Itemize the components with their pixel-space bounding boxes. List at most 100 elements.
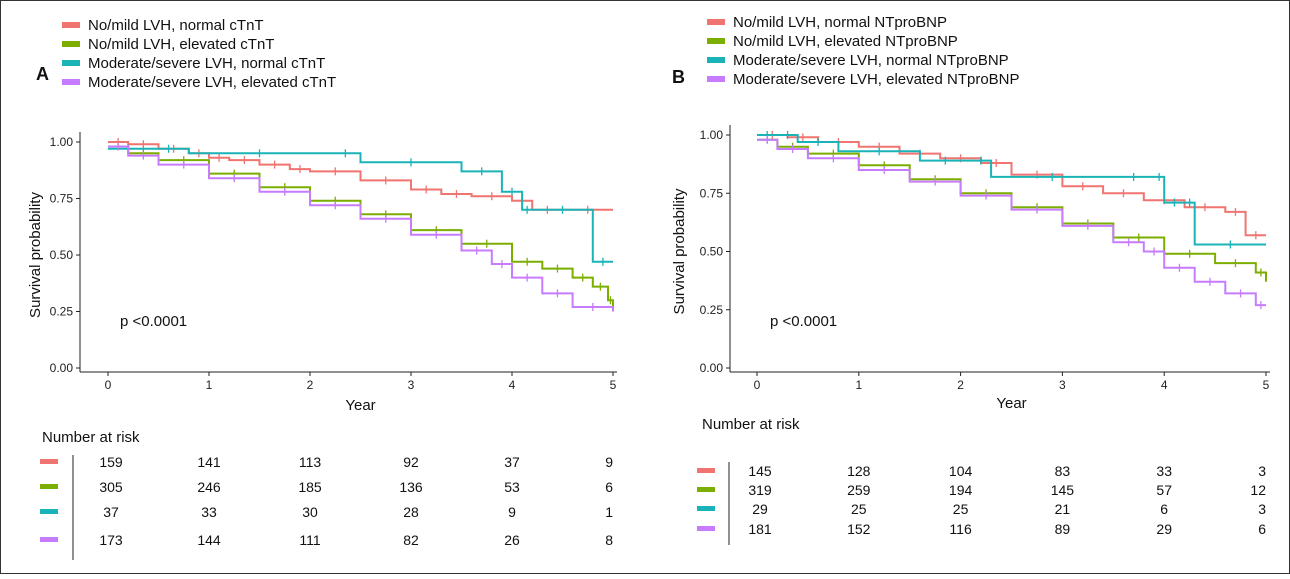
- risk-count: 6: [1160, 501, 1168, 517]
- risk-count: 141: [197, 454, 221, 470]
- y-axis-title: Survival probability: [27, 192, 44, 318]
- risk-count: 159: [99, 454, 123, 470]
- y-tick-label: 0.00: [700, 361, 724, 375]
- risk-count: 6: [605, 479, 613, 495]
- legend-label: No/mild LVH, elevated cTnT: [88, 36, 274, 53]
- legend-swatch: [62, 22, 80, 28]
- legend-label: Moderate/severe LVH, normal NTproBNP: [733, 52, 1009, 69]
- legend-swatch: [707, 76, 725, 82]
- legend-label: No/mild LVH, normal NTproBNP: [733, 14, 947, 31]
- risk-count: 53: [504, 479, 520, 495]
- risk-count: 33: [201, 504, 217, 520]
- risk-count: 8: [605, 532, 613, 548]
- legend-swatch: [62, 60, 80, 66]
- risk-count: 33: [1156, 463, 1172, 479]
- risk-count: 6: [1258, 521, 1266, 537]
- risk-count: 3: [1258, 501, 1266, 517]
- survival-curve: [108, 145, 614, 312]
- x-tick-label: 0: [754, 378, 761, 392]
- risk-count: 181: [748, 521, 772, 537]
- risk-count: 152: [847, 521, 871, 537]
- legend-swatch: [62, 79, 80, 85]
- risk-count: 30: [302, 504, 318, 520]
- risk-count: 305: [99, 479, 123, 495]
- risk-count: 144: [197, 532, 221, 548]
- risk-count: 57: [1156, 482, 1172, 498]
- x-tick-label: 1: [206, 378, 213, 392]
- risk-count: 25: [953, 501, 969, 517]
- survival-curve: [108, 147, 613, 263]
- x-tick-label: 2: [307, 378, 314, 392]
- risk-row-swatch: [697, 506, 715, 511]
- y-tick-label: 0.25: [50, 305, 74, 319]
- risk-row-swatch: [40, 484, 58, 489]
- risk-count: 319: [748, 482, 772, 498]
- x-tick-label: 3: [408, 378, 415, 392]
- risk-count: 246: [197, 479, 221, 495]
- risk-count: 26: [504, 532, 520, 548]
- risk-count: 145: [1051, 482, 1075, 498]
- y-tick-label: 1.00: [50, 135, 74, 149]
- x-axis-title: Year: [345, 397, 375, 414]
- risk-row-swatch: [697, 526, 715, 531]
- risk-count: 128: [847, 463, 871, 479]
- risk-count: 104: [949, 463, 973, 479]
- panel-label: B: [672, 67, 685, 87]
- risk-count: 185: [298, 479, 322, 495]
- y-axis-title: Survival probability: [671, 188, 688, 314]
- risk-count: 9: [605, 454, 613, 470]
- p-value-annotation: p <0.0001: [770, 313, 837, 330]
- x-tick-label: 4: [509, 378, 516, 392]
- risk-count: 25: [851, 501, 867, 517]
- risk-count: 173: [99, 532, 123, 548]
- y-tick-label: 0.50: [700, 245, 724, 259]
- risk-row-swatch: [697, 468, 715, 473]
- x-tick-label: 4: [1161, 378, 1168, 392]
- x-tick-label: 0: [105, 378, 112, 392]
- y-tick-label: 0.75: [700, 186, 724, 200]
- x-tick-label: 3: [1059, 378, 1066, 392]
- legend-swatch: [707, 57, 725, 63]
- y-tick-label: 0.00: [50, 361, 74, 375]
- x-axis-title: Year: [996, 395, 1026, 412]
- legend-label: Moderate/severe LVH, normal cTnT: [88, 55, 325, 72]
- risk-count: 28: [403, 504, 419, 520]
- risk-count: 113: [299, 454, 322, 470]
- y-tick-label: 0.25: [700, 303, 724, 317]
- risk-count: 37: [504, 454, 520, 470]
- risk-row-swatch: [40, 509, 58, 514]
- risk-count: 83: [1055, 463, 1071, 479]
- p-value-annotation: p <0.0001: [120, 313, 187, 330]
- risk-count: 136: [399, 479, 423, 495]
- risk-count: 145: [748, 463, 772, 479]
- legend-label: No/mild LVH, elevated NTproBNP: [733, 33, 958, 50]
- legend-swatch: [707, 19, 725, 25]
- risk-count: 21: [1055, 501, 1071, 517]
- risk-count: 29: [1156, 521, 1172, 537]
- legend-label: Moderate/severe LVH, elevated cTnT: [88, 74, 336, 91]
- risk-count: 37: [103, 504, 119, 520]
- legend-swatch: [707, 38, 725, 44]
- panel-b: No/mild LVH, normal NTproBNP No/mild LVH,…: [671, 14, 1270, 545]
- legend-swatch: [62, 41, 80, 47]
- y-tick-label: 0.75: [50, 192, 74, 206]
- risk-count: 82: [403, 532, 419, 548]
- risk-row-swatch: [40, 459, 58, 464]
- x-tick-label: 5: [1263, 378, 1270, 392]
- survival-curve: [757, 134, 1266, 246]
- panel-a: No/mild LVH, normal cTnT No/mild LVH, ele…: [27, 17, 617, 560]
- y-tick-label: 1.00: [700, 128, 724, 142]
- risk-count: 116: [949, 521, 972, 537]
- risk-count: 29: [752, 501, 768, 517]
- risk-count: 12: [1250, 482, 1266, 498]
- x-tick-label: 5: [610, 378, 617, 392]
- risk-count: 1: [605, 504, 613, 520]
- risk-row-swatch: [697, 487, 715, 492]
- risk-table-title: Number at risk: [702, 416, 800, 433]
- x-tick-label: 1: [855, 378, 862, 392]
- risk-table-title: Number at risk: [42, 429, 140, 446]
- risk-count: 9: [508, 504, 516, 520]
- risk-count: 111: [299, 532, 320, 548]
